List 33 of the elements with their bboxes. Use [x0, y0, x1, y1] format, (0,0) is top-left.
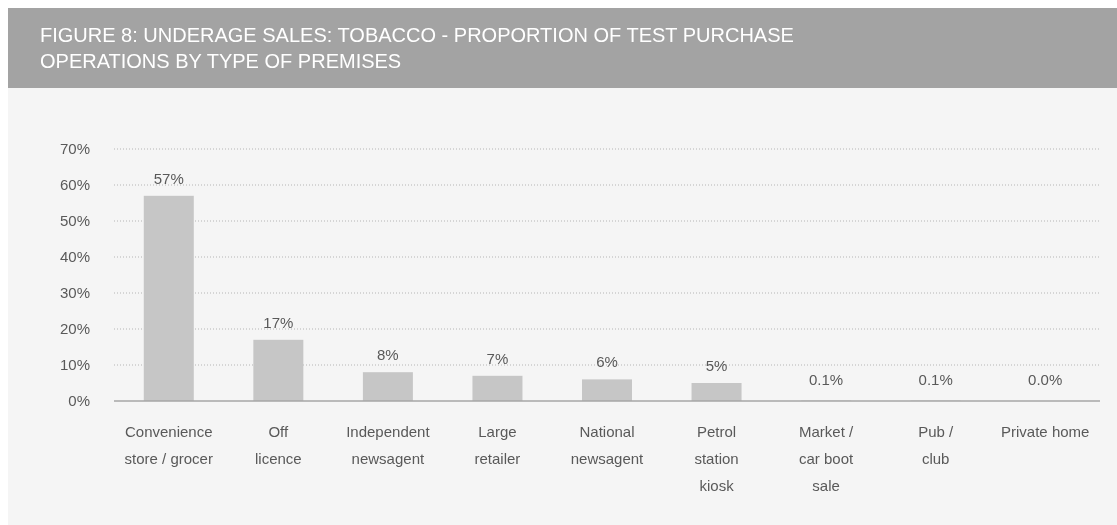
x-tick-label: Off licence	[254, 423, 302, 467]
x-tick-label: Large retailer	[474, 423, 521, 467]
bar	[472, 375, 523, 401]
y-tick-label: 50%	[59, 212, 90, 230]
data-label: 6%	[596, 353, 618, 371]
y-tick-label: 70%	[59, 140, 90, 158]
y-tick-label: 20%	[59, 320, 90, 338]
data-label: 17%	[263, 313, 294, 331]
x-tick-label: Market / car boot sale	[799, 423, 855, 494]
data-label: 0.0%	[1028, 371, 1063, 388]
x-tick-label: Convenience store / grocer	[124, 423, 213, 467]
data-label: 0.1%	[918, 371, 953, 388]
data-label: 8%	[377, 346, 399, 364]
bar	[253, 339, 304, 401]
y-tick-label: 30%	[59, 284, 90, 302]
bar	[691, 383, 742, 401]
data-label: 7%	[486, 349, 509, 367]
data-label: 5%	[705, 357, 728, 374]
bar	[143, 195, 194, 401]
y-tick-label: 60%	[59, 176, 90, 194]
y-tick-label: 40%	[59, 248, 90, 266]
x-tick-label: Petrol station kiosk	[694, 423, 739, 494]
x-tick-label: Pub / club	[918, 423, 955, 467]
y-tick-label: 0%	[68, 392, 90, 410]
x-tick-label: National newsagent	[570, 423, 645, 467]
bar	[362, 372, 413, 401]
chart-title: FIGURE 8: UNDERAGE SALES: TOBACCO - PROPORTION OF TEST PURCHASE OPERATIONS BY TYPE OF PREMISES	[40, 24, 794, 72]
data-label: 57%	[153, 169, 184, 187]
bar	[582, 379, 632, 401]
x-tick-label: Private home	[1001, 423, 1090, 440]
x-tick-label: Independent newsagent	[346, 423, 431, 467]
data-label: 0.1%	[809, 371, 844, 388]
y-tick-label: 10%	[59, 356, 90, 374]
